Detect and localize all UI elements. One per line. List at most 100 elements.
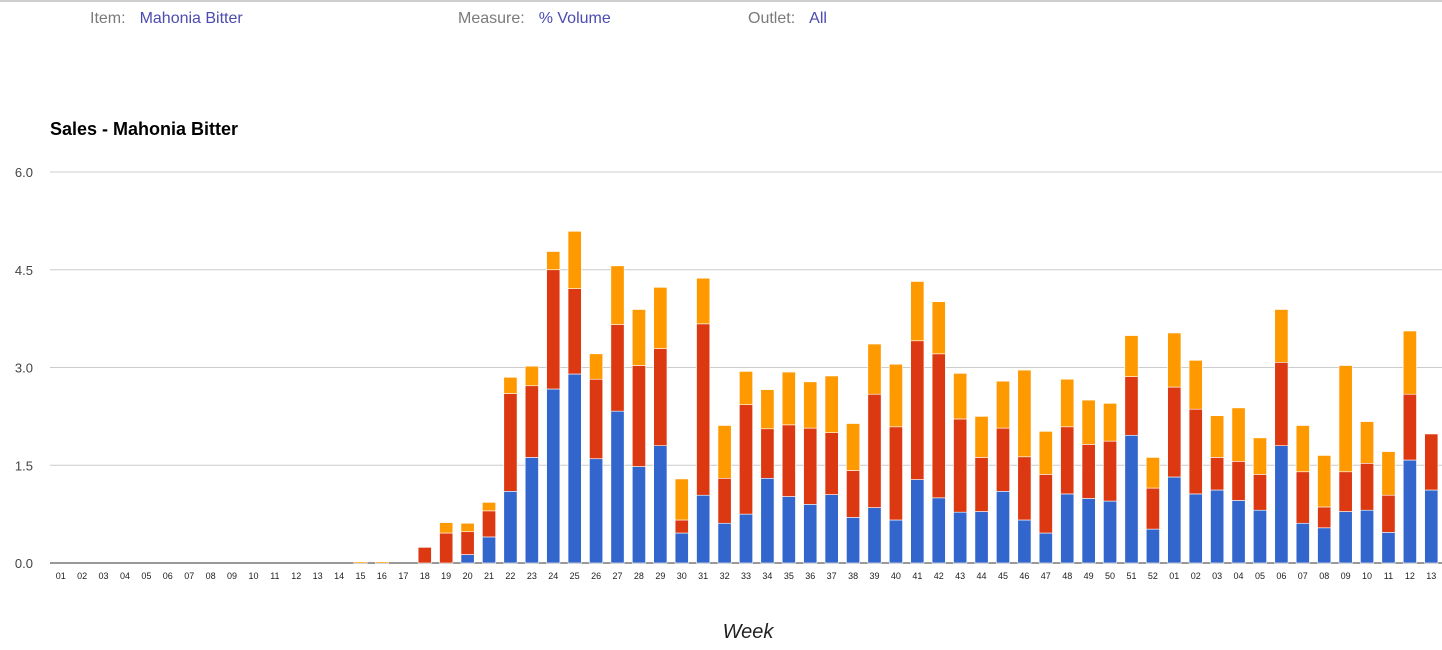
bar-segment[interactable] bbox=[1038, 474, 1053, 534]
bar-segment[interactable] bbox=[953, 418, 968, 513]
bar-segment[interactable] bbox=[1103, 440, 1118, 502]
bar-segment[interactable] bbox=[567, 373, 582, 564]
bar-segment[interactable] bbox=[717, 425, 732, 479]
bar-segment[interactable] bbox=[1145, 457, 1160, 489]
bar-segment[interactable] bbox=[1124, 434, 1139, 564]
bar-segment[interactable] bbox=[1210, 457, 1225, 491]
bar-segment[interactable] bbox=[1360, 462, 1374, 511]
bar-segment[interactable] bbox=[567, 288, 582, 375]
bar-segment[interactable] bbox=[717, 477, 732, 524]
bar-segment[interactable] bbox=[760, 389, 775, 430]
bar-segment[interactable] bbox=[1402, 330, 1417, 395]
bar-segment[interactable] bbox=[1338, 511, 1353, 564]
bar-segment[interactable] bbox=[931, 353, 946, 499]
bar-segment[interactable] bbox=[931, 497, 946, 564]
bar-segment[interactable] bbox=[1274, 309, 1289, 363]
bar-segment[interactable] bbox=[910, 281, 925, 342]
outlet-filter-value[interactable]: All bbox=[809, 10, 827, 27]
bar-segment[interactable] bbox=[888, 363, 903, 428]
bar-segment[interactable] bbox=[503, 376, 518, 394]
bar-segment[interactable] bbox=[1253, 474, 1267, 511]
bar-segment[interactable] bbox=[1081, 399, 1096, 445]
bar-segment[interactable] bbox=[1274, 445, 1289, 564]
bar-segment[interactable] bbox=[439, 532, 454, 564]
bar-segment[interactable] bbox=[1360, 509, 1374, 564]
bar-segment[interactable] bbox=[803, 504, 818, 564]
bar-segment[interactable] bbox=[674, 532, 689, 564]
bar-segment[interactable] bbox=[1295, 425, 1310, 473]
bar-segment[interactable] bbox=[1231, 407, 1246, 462]
item-filter-value[interactable]: Mahonia Bitter bbox=[139, 10, 243, 27]
bar-segment[interactable] bbox=[1060, 426, 1075, 495]
bar-segment[interactable] bbox=[524, 385, 539, 458]
bar-segment[interactable] bbox=[1167, 476, 1182, 564]
bar-segment[interactable] bbox=[739, 404, 753, 515]
bar-segment[interactable] bbox=[460, 531, 475, 555]
bar-segment[interactable] bbox=[653, 348, 668, 446]
measure-filter[interactable]: Measure: % Volume bbox=[458, 10, 611, 28]
bar-segment[interactable] bbox=[439, 522, 454, 534]
bar-segment[interactable] bbox=[1381, 451, 1396, 496]
bar-segment[interactable] bbox=[781, 371, 796, 426]
bar-segment[interactable] bbox=[1360, 421, 1374, 464]
bar-segment[interactable] bbox=[824, 432, 839, 495]
bar-segment[interactable] bbox=[717, 522, 732, 564]
bar-segment[interactable] bbox=[653, 445, 668, 564]
bar-segment[interactable] bbox=[482, 502, 496, 512]
bar-segment[interactable] bbox=[1017, 519, 1032, 564]
bar-segment[interactable] bbox=[1145, 487, 1160, 530]
bar-segment[interactable] bbox=[696, 323, 711, 496]
bar-segment[interactable] bbox=[760, 477, 775, 564]
bar-segment[interactable] bbox=[931, 301, 946, 355]
bar-segment[interactable] bbox=[996, 380, 1010, 429]
bar-segment[interactable] bbox=[974, 511, 989, 564]
bar-segment[interactable] bbox=[1081, 498, 1096, 564]
item-filter[interactable]: Item: Mahonia Bitter bbox=[90, 10, 243, 28]
bar-segment[interactable] bbox=[974, 416, 989, 458]
measure-filter-value[interactable]: % Volume bbox=[538, 10, 611, 27]
bar-segment[interactable] bbox=[1188, 493, 1203, 564]
bar-segment[interactable] bbox=[1381, 532, 1396, 564]
bar-segment[interactable] bbox=[1231, 461, 1246, 501]
bar-segment[interactable] bbox=[1124, 335, 1139, 377]
bar-segment[interactable] bbox=[1038, 431, 1053, 475]
bar-segment[interactable] bbox=[482, 510, 496, 538]
bar-segment[interactable] bbox=[696, 277, 711, 325]
bar-segment[interactable] bbox=[1145, 528, 1160, 564]
bar-segment[interactable] bbox=[1124, 376, 1139, 436]
bar-segment[interactable] bbox=[1103, 403, 1118, 442]
bar-segment[interactable] bbox=[953, 511, 968, 564]
bar-segment[interactable] bbox=[846, 470, 861, 518]
bar-segment[interactable] bbox=[1402, 459, 1417, 564]
bar-segment[interactable] bbox=[610, 265, 625, 325]
bar-segment[interactable] bbox=[674, 478, 689, 521]
bar-segment[interactable] bbox=[631, 309, 646, 366]
bar-segment[interactable] bbox=[546, 269, 561, 390]
bar-segment[interactable] bbox=[589, 458, 604, 564]
bar-segment[interactable] bbox=[417, 547, 432, 564]
bar-segment[interactable] bbox=[524, 365, 539, 387]
bar-segment[interactable] bbox=[696, 494, 711, 564]
bar-segment[interactable] bbox=[888, 519, 903, 564]
bar-segment[interactable] bbox=[1402, 393, 1417, 461]
bar-segment[interactable] bbox=[1295, 471, 1310, 524]
bar-segment[interactable] bbox=[803, 381, 818, 429]
bar-segment[interactable] bbox=[589, 353, 604, 380]
bar-segment[interactable] bbox=[1210, 489, 1225, 564]
bar-segment[interactable] bbox=[974, 457, 989, 512]
bar-segment[interactable] bbox=[953, 373, 968, 420]
bar-segment[interactable] bbox=[1338, 365, 1353, 473]
bar-segment[interactable] bbox=[1424, 433, 1439, 491]
bar-segment[interactable] bbox=[1317, 527, 1332, 564]
bar-segment[interactable] bbox=[1338, 471, 1353, 512]
bar-segment[interactable] bbox=[1253, 509, 1267, 564]
bar-segment[interactable] bbox=[867, 393, 882, 508]
bar-segment[interactable] bbox=[1081, 444, 1096, 499]
bar-segment[interactable] bbox=[781, 496, 796, 564]
bar-segment[interactable] bbox=[910, 479, 925, 564]
bar-segment[interactable] bbox=[546, 251, 561, 271]
bar-segment[interactable] bbox=[546, 388, 561, 564]
bar-segment[interactable] bbox=[1038, 532, 1053, 564]
bar-segment[interactable] bbox=[824, 494, 839, 564]
bar-segment[interactable] bbox=[846, 423, 861, 471]
